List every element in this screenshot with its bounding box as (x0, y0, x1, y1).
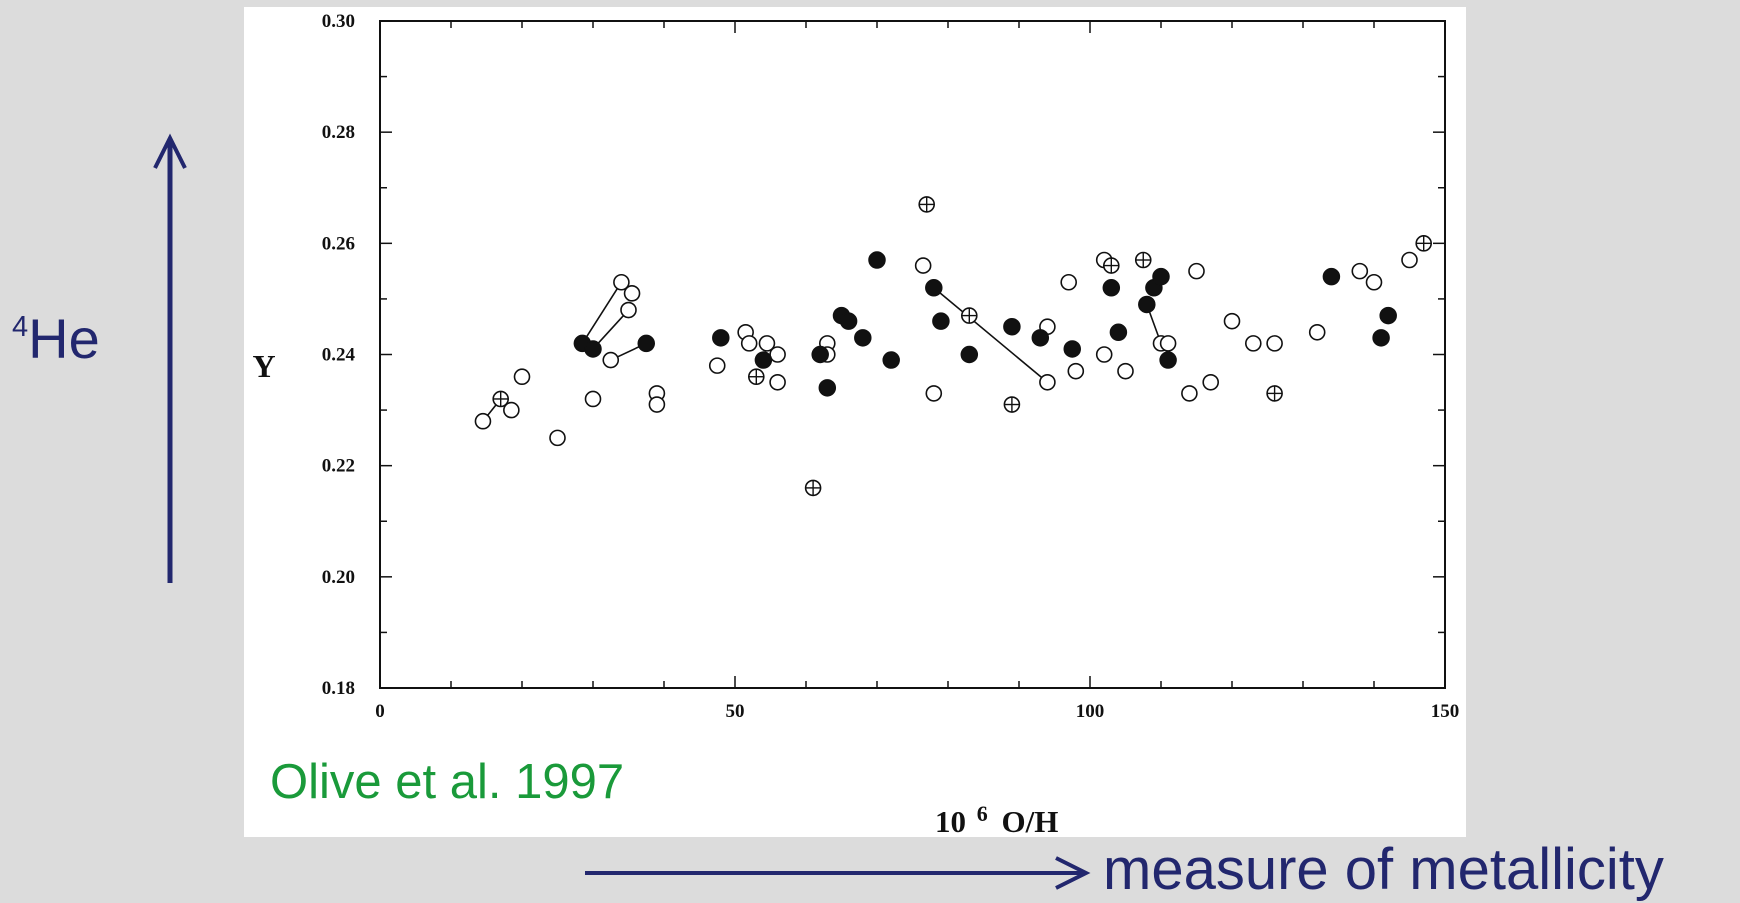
open-circle-point (1095, 346, 1113, 363)
filled-circle-point (1109, 323, 1128, 342)
crossed-circle-point (1266, 385, 1283, 402)
filled-circle-point (868, 251, 886, 269)
filled-circle-point (960, 345, 979, 364)
open-circle-point (1308, 323, 1326, 341)
open-circle-point (584, 390, 602, 408)
open-circle-point (769, 346, 786, 363)
filled-circle-point (882, 351, 900, 369)
crossed-circle-point (804, 479, 822, 497)
filled-circle-point (712, 329, 730, 347)
data-points (474, 196, 1432, 497)
filled-circle-point (854, 329, 872, 347)
open-circle-point (1351, 262, 1369, 280)
filled-circle-point (818, 379, 837, 397)
filled-circle-point (1159, 351, 1177, 369)
filled-circle-point (1031, 329, 1050, 347)
open-circle-point (648, 396, 666, 413)
crossed-circle-point (747, 368, 765, 386)
open-circle-point (1202, 373, 1219, 391)
connection-line (581, 281, 623, 344)
x-axis-title-rest: O/H (1002, 804, 1059, 839)
crossed-circle-point (960, 307, 978, 324)
crossed-circle-point (1415, 235, 1432, 252)
open-circle-point (1181, 385, 1198, 402)
open-circle-point (602, 351, 620, 369)
filled-circle-point (754, 351, 773, 369)
open-circle-point (503, 401, 520, 419)
y-tick-label: 0.22 (322, 456, 355, 477)
helium-mass-number: 4 (12, 311, 29, 343)
y-tick-label: 0.20 (322, 567, 355, 588)
crossed-circle-point (492, 390, 510, 408)
filled-circle-point (1138, 295, 1156, 314)
open-circle-point (769, 373, 786, 391)
x-tick-label: 50 (726, 701, 745, 722)
chart-panel (244, 7, 1466, 837)
filled-circle-point (1372, 329, 1390, 347)
filled-circle-point (1003, 317, 1021, 336)
filled-circle-point (932, 312, 950, 330)
open-circle-point (623, 285, 641, 302)
x-axis-title-base: 10 (935, 804, 966, 839)
open-circle-point (1223, 312, 1241, 330)
crossed-circle-point (1103, 257, 1120, 274)
x-tick-label: 0 (375, 701, 385, 722)
y-axis-title: Y (252, 348, 275, 384)
filled-circle-point (1379, 306, 1397, 325)
open-circle-point (1159, 335, 1177, 352)
open-circle-point (758, 335, 776, 352)
vertical-arrow-head (153, 133, 187, 169)
filled-circle-point (839, 312, 858, 330)
y-tick-label: 0.24 (322, 345, 356, 366)
citation-label: Olive et al. 1997 (270, 755, 625, 809)
open-circle-point (613, 273, 630, 291)
axes: 0 50 100 150 0.18 0.20 0.22 0.24 0.26 0.28 0.30 (322, 11, 1460, 722)
connection-line (933, 287, 1048, 383)
open-circle-point (914, 257, 932, 274)
open-circle-point (1060, 273, 1077, 291)
open-circle-point (549, 429, 566, 447)
filled-circle-point (1152, 267, 1170, 286)
open-circle-point (708, 357, 726, 374)
open-circle-point (1039, 373, 1056, 391)
open-circle-point (925, 385, 943, 402)
filled-circle-point (1063, 340, 1081, 358)
open-circle-point (1245, 335, 1262, 352)
open-circle-point (620, 301, 637, 319)
filled-circle-point (584, 340, 602, 358)
open-circle-point (1266, 335, 1283, 352)
filled-circle-point (1322, 267, 1341, 286)
crossed-circle-point (918, 196, 936, 213)
open-circle-point (1117, 362, 1134, 380)
open-circle-point (513, 368, 531, 386)
x-axis-title: 10 6 O/H (935, 793, 1058, 839)
open-circle-point (1188, 262, 1205, 280)
helium-symbol: He (28, 307, 100, 370)
horizontal-arrow-head (1055, 856, 1091, 890)
helium-4-label: 4He (12, 306, 100, 371)
open-circle-point (1067, 362, 1085, 380)
open-circle-point (474, 412, 492, 430)
x-tick-label: 100 (1076, 701, 1105, 722)
crossed-circle-point (1003, 396, 1021, 413)
open-circle-point (740, 335, 758, 352)
y-tick-label: 0.18 (322, 678, 355, 699)
connection-line (592, 309, 630, 350)
x-tick-label: 150 (1431, 701, 1460, 722)
metallicity-label: measure of metallicity (1103, 837, 1664, 902)
filled-circle-point (637, 334, 655, 353)
y-tick-label: 0.26 (322, 233, 355, 254)
open-circle-point (1365, 273, 1383, 291)
x-axis-title-exponent: 6 (977, 801, 988, 826)
filled-circle-point (811, 345, 829, 364)
y-tick-label: 0.30 (322, 11, 355, 32)
open-circle-point (1401, 251, 1418, 269)
plot-frame (379, 20, 1446, 689)
filled-circle-point (1102, 279, 1121, 297)
filled-circle-point (925, 279, 943, 297)
crossed-circle-point (1134, 251, 1152, 269)
y-tick-label: 0.28 (322, 122, 355, 143)
